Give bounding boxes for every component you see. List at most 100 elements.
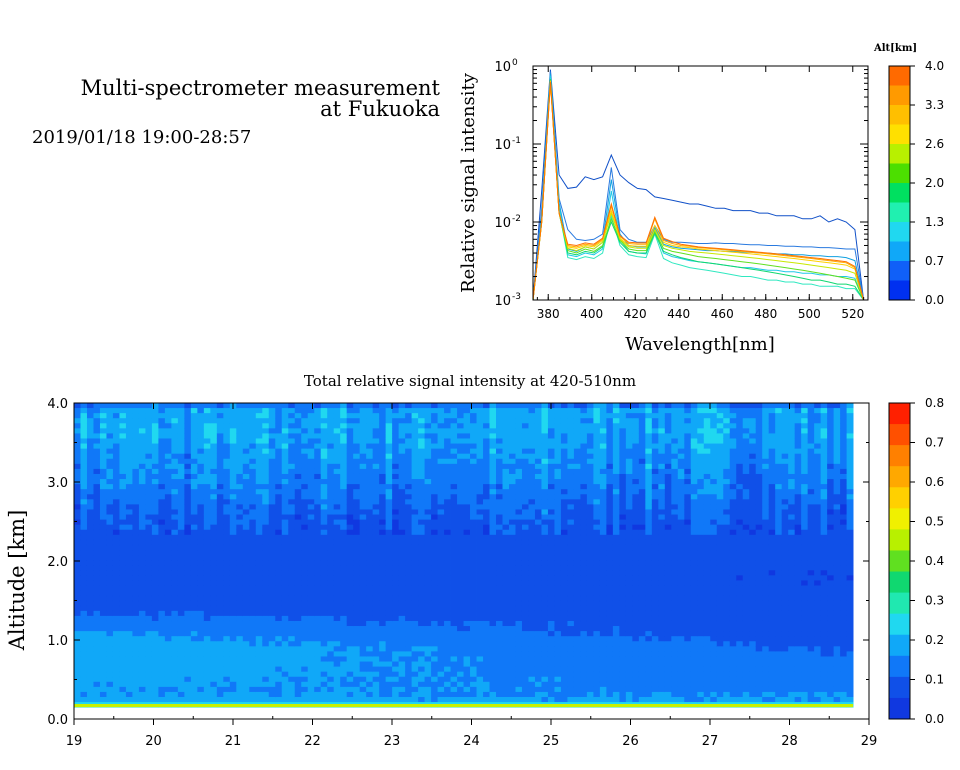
heatmap-cell (281, 448, 289, 455)
heatmap-cell (372, 539, 380, 546)
heatmap-cell (184, 463, 192, 470)
heatmap-cell (554, 605, 562, 612)
heatmap-cell (560, 555, 568, 561)
heatmap-cell (333, 499, 341, 505)
heatmap-cell (307, 686, 315, 693)
heatmap-cell (236, 555, 244, 561)
heatmap-cell (457, 631, 464, 637)
heatmap-cell (119, 691, 127, 698)
heatmap-cell (177, 458, 185, 465)
heatmap-cell (431, 656, 438, 662)
heatmap-cell (541, 499, 549, 505)
heatmap-cell (521, 534, 529, 541)
heatmap-cell (203, 489, 211, 495)
heatmap-cell (372, 479, 380, 485)
heatmap-cell (547, 433, 555, 439)
heatmap-cell (151, 697, 159, 703)
heatmap-cell (411, 661, 419, 667)
heatmap-cell (249, 539, 257, 546)
heatmap-cell (521, 671, 529, 678)
heatmap-cell (333, 646, 341, 652)
heatmap-cell (528, 484, 536, 490)
heatmap-cell (190, 534, 198, 541)
heatmap-cell (210, 600, 218, 607)
heatmap-cell (573, 544, 581, 551)
heatmap-cell (534, 600, 542, 607)
heatmap-cell (177, 438, 185, 444)
heatmap-cell (476, 560, 484, 566)
heatmap-cell (560, 423, 568, 429)
heatmap-cell (580, 666, 588, 673)
heatmap-cell (125, 479, 133, 485)
heatmap-cell (281, 560, 289, 566)
heatmap-cell (418, 697, 425, 703)
heatmap-cell (281, 691, 289, 698)
heatmap-cell (463, 666, 471, 673)
heatmap-cell (327, 555, 335, 561)
spectrum-series-group (532, 69, 865, 301)
heatmap-cell (431, 418, 438, 424)
heatmap-cell (560, 453, 568, 460)
heatmap-cell (437, 403, 445, 409)
heatmap-cell (268, 458, 276, 465)
heatmap-cell (437, 555, 445, 561)
heatmap-cell (398, 580, 406, 586)
heatmap-cell (112, 403, 120, 409)
heatmap-cell (164, 514, 172, 520)
heatmap-cell (99, 681, 107, 688)
heatmap-cell (405, 666, 413, 673)
heatmap-cell (327, 651, 335, 657)
heatmap-cell (86, 580, 94, 586)
heatmap-cell (340, 550, 348, 556)
heatmap-cell (145, 595, 153, 602)
heatmap-cell (547, 661, 555, 667)
heatmap-cell (333, 565, 341, 571)
heatmap-cell (502, 671, 510, 678)
heatmap-cell (424, 575, 432, 581)
heatmap-cell (268, 403, 276, 409)
heatmap-cell (353, 438, 361, 444)
heatmap-cell (74, 590, 81, 597)
heatmap-cell (489, 468, 497, 475)
heatmap-cell (80, 463, 88, 470)
heatmap-cell (86, 534, 94, 541)
heatmap-cell (521, 448, 529, 455)
heatmap-cell (294, 697, 302, 703)
heatmap-cell (203, 595, 211, 602)
heatmap-cell (547, 463, 555, 470)
heatmap-cell (164, 600, 172, 607)
heatmap-cell (164, 468, 172, 475)
heatmap-cell (119, 686, 127, 693)
heatmap-cell (314, 423, 322, 429)
heatmap-cell (489, 499, 497, 505)
heatmap-cell (573, 626, 581, 632)
heatmap-cell (392, 580, 400, 586)
heatmap-cell (145, 463, 153, 470)
heatmap-cell (554, 615, 562, 622)
heatmap-cell (418, 615, 425, 622)
heatmap-cell (385, 494, 393, 500)
heatmap-cell (327, 514, 335, 520)
heatmap-cell (314, 433, 322, 439)
heatmap-cell (379, 575, 387, 581)
heatmap-cell (379, 534, 387, 541)
heatmap-cell (483, 494, 490, 500)
heatmap-cell (184, 565, 192, 571)
heatmap-cell (249, 631, 257, 637)
heatmap-cell (119, 585, 127, 591)
heatmap-cell (560, 468, 568, 475)
heatmap-cell (138, 580, 146, 586)
heatmap-cell (379, 428, 387, 434)
heatmap-cell (249, 575, 257, 581)
heatmap-cell (327, 403, 335, 409)
heatmap-cell (125, 504, 133, 510)
heatmap-cell (288, 555, 296, 561)
heatmap-cell (262, 681, 270, 688)
heatmap-cell (158, 570, 166, 576)
heatmap-cell (489, 519, 497, 526)
heatmap-cell (424, 418, 432, 424)
heatmap-cell (119, 646, 127, 652)
heatmap-cell (314, 656, 322, 662)
heatmap-cell (411, 484, 419, 490)
heatmap-cell (509, 423, 516, 429)
